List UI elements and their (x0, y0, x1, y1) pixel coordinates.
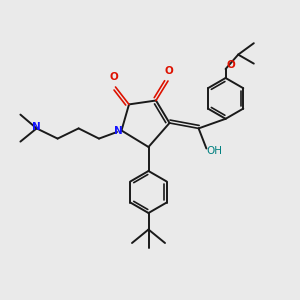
Text: O: O (110, 72, 118, 82)
Text: O: O (164, 66, 173, 76)
Text: OH: OH (207, 146, 223, 156)
Text: N: N (113, 125, 122, 136)
Text: O: O (226, 60, 235, 70)
Text: N: N (32, 122, 41, 132)
